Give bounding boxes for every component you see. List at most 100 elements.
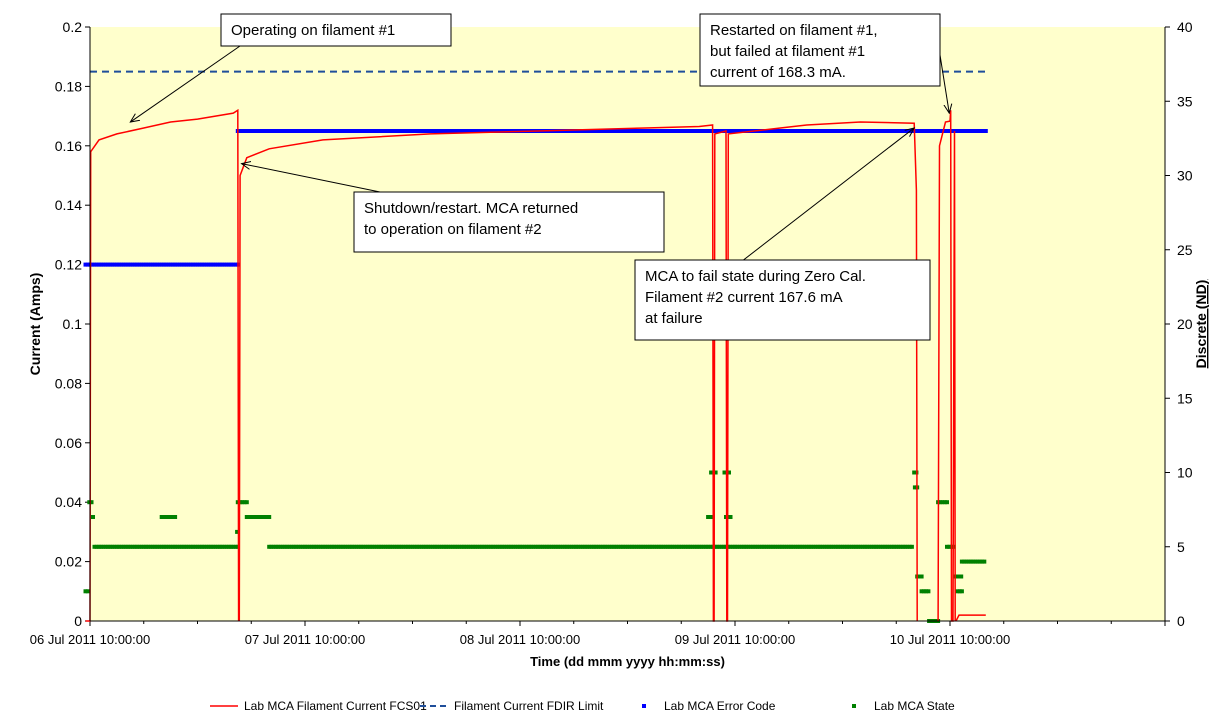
series-mca-state-marker: [152, 544, 157, 549]
series-error-code-marker: [370, 129, 375, 133]
series-mca-state-marker: [365, 544, 370, 549]
series-error-code-marker: [495, 129, 500, 133]
series-mca-state-marker: [571, 544, 576, 549]
series-mca-state-marker: [164, 544, 169, 549]
series-error-code-marker: [477, 129, 482, 133]
series-mca-state-marker: [305, 544, 310, 549]
series-error-code-marker: [851, 129, 856, 133]
series-error-code-marker: [256, 129, 260, 133]
series-mca-state-marker: [432, 544, 437, 549]
series-error-code-marker: [703, 129, 708, 133]
series-mca-state-marker: [166, 515, 171, 519]
series-error-code-marker: [394, 129, 399, 133]
series-mca-state-marker: [544, 544, 549, 549]
series-error-code-marker: [83, 262, 88, 267]
x-tick-label: 06 Jul 2011 10:00:00: [30, 632, 150, 647]
series-mca-state-marker: [126, 544, 131, 549]
series-error-code-marker: [918, 129, 923, 133]
series-mca-state-marker: [750, 544, 755, 549]
series-error-code-marker: [677, 129, 681, 133]
series-error-code-marker: [968, 129, 973, 133]
series-mca-state-marker: [217, 544, 222, 549]
series-error-code-marker: [849, 129, 854, 133]
series-error-code-marker: [865, 129, 870, 133]
series-error-code-marker: [152, 262, 157, 267]
series-error-code-marker: [607, 129, 612, 133]
series-error-code-marker: [930, 129, 935, 133]
series-error-code-marker: [350, 129, 354, 133]
series-mca-state-marker: [177, 544, 182, 549]
series-mca-state-marker: [560, 544, 565, 549]
series-error-code-marker: [430, 129, 435, 133]
series-mca-state-marker: [345, 544, 350, 549]
series-error-code-marker: [977, 129, 982, 133]
series-mca-state-marker: [253, 515, 258, 519]
series-mca-state-marker: [782, 544, 787, 549]
legend-label: Lab MCA Error Code: [664, 699, 776, 713]
series-error-code-marker: [892, 129, 896, 133]
series-error-code-marker: [264, 129, 269, 133]
series-error-code-marker: [672, 129, 677, 133]
series-error-code-marker: [674, 129, 679, 133]
series-mca-state-marker: [211, 544, 216, 549]
y-right-tick-label: 40: [1177, 19, 1193, 35]
series-mca-state-marker: [256, 515, 260, 519]
series-error-code-marker: [795, 129, 800, 133]
series-error-code-marker: [943, 129, 948, 133]
series-mca-state-marker: [394, 544, 399, 549]
series-error-code-marker: [327, 129, 332, 133]
series-mca-state-marker: [376, 544, 381, 549]
series-error-code-marker: [110, 262, 115, 267]
series-error-code-marker: [697, 129, 702, 133]
series-mca-state-marker: [235, 529, 240, 534]
series-mca-state-marker: [135, 544, 139, 549]
series-error-code-marker: [484, 129, 489, 133]
series-mca-state-marker: [621, 544, 625, 549]
series-error-code-marker: [652, 129, 657, 133]
series-mca-state-marker: [912, 470, 917, 475]
series-error-code-marker: [742, 129, 746, 133]
series-error-code-marker: [786, 129, 791, 133]
series-error-code-marker: [656, 129, 661, 133]
series-mca-state-marker: [809, 544, 814, 549]
series-mca-state-marker: [242, 500, 247, 505]
series-error-code-marker: [768, 129, 773, 133]
series-mca-state-marker: [121, 544, 126, 549]
series-mca-state-marker: [363, 544, 368, 549]
series-error-code-marker: [462, 129, 466, 133]
series-error-code-marker: [347, 129, 352, 133]
series-mca-state-marker: [919, 589, 924, 594]
series-mca-state-marker: [161, 544, 166, 549]
series-error-code-marker: [845, 129, 849, 133]
series-error-code-marker: [426, 129, 431, 133]
series-mca-state-marker: [880, 544, 885, 549]
series-mca-state-marker: [309, 544, 314, 549]
series-error-code-marker: [811, 129, 816, 133]
series-mca-state-marker: [762, 544, 767, 549]
series-error-code-marker: [141, 262, 146, 267]
series-mca-state-marker: [91, 515, 95, 519]
series-mca-state-marker: [697, 544, 702, 549]
series-mca-state-marker: [940, 500, 945, 505]
series-error-code-marker: [128, 262, 133, 267]
series-mca-state-marker: [258, 515, 263, 519]
series-error-code-marker: [197, 262, 202, 267]
series-error-code-marker: [446, 129, 451, 133]
series-error-code-marker: [797, 129, 802, 133]
series-error-code-marker: [191, 262, 195, 267]
series-mca-state-marker: [419, 544, 424, 549]
series-mca-state-marker: [887, 544, 892, 549]
series-mca-state-marker: [240, 500, 245, 505]
series-error-code-marker: [809, 129, 814, 133]
series-error-code-marker: [307, 129, 312, 133]
series-error-code-marker: [598, 129, 603, 133]
series-mca-state-marker: [114, 544, 119, 549]
series-mca-state-marker: [325, 544, 330, 549]
series-error-code-marker: [132, 262, 137, 267]
series-mca-state-marker: [865, 544, 870, 549]
series-mca-state-marker: [401, 544, 406, 549]
series-mca-state-marker: [851, 544, 856, 549]
series-error-code-marker: [381, 129, 386, 133]
series-mca-state-marker: [889, 544, 894, 549]
series-error-code-marker: [356, 129, 361, 133]
